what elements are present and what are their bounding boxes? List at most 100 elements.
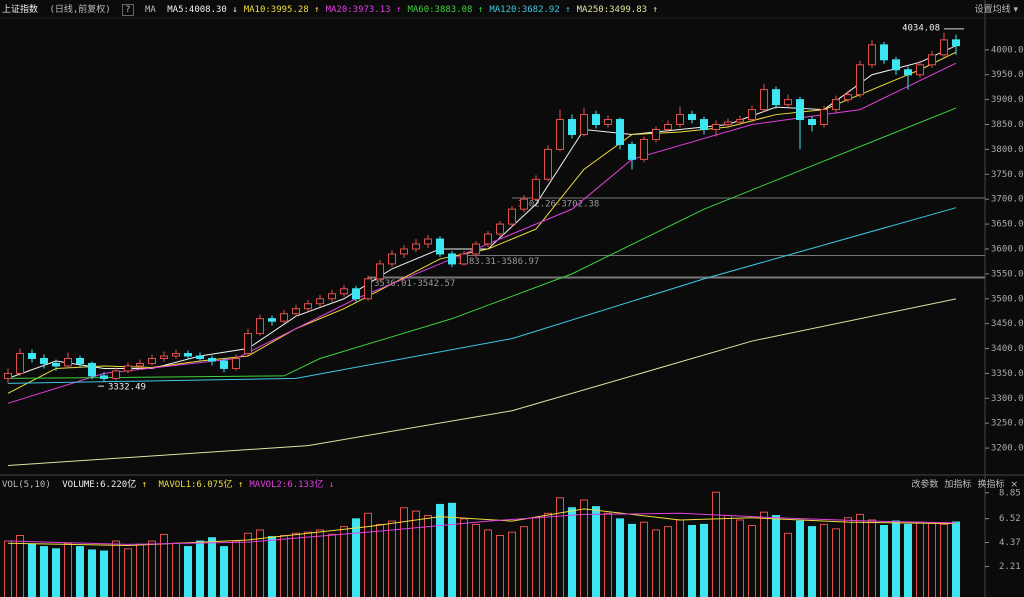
volume-bar: [88, 549, 96, 597]
volume-bar: [268, 536, 276, 597]
candle-body: [700, 119, 708, 130]
candle-body: [172, 353, 180, 357]
ma-legend: MA120:3682.92 ↑: [489, 5, 570, 15]
candle-body: [352, 288, 360, 300]
ma-legend-name: MA250:3499.83: [576, 5, 648, 15]
ma-line: [7, 207, 957, 384]
candle-body: [328, 293, 336, 300]
candle-body: [760, 89, 768, 111]
volume-bar: [820, 523, 828, 597]
candle-body: [916, 64, 924, 76]
volume-bar: [100, 550, 108, 597]
ma-line: [7, 51, 957, 394]
volume-bar: [124, 548, 132, 597]
volume-bar: [640, 521, 648, 597]
volume-bar: [376, 523, 384, 597]
volume-bar: [364, 512, 372, 597]
y-tick-label: 8.85: [999, 488, 1021, 498]
volume-bar: [196, 540, 204, 597]
y-tick-label: 3700.00: [991, 195, 1024, 205]
volume-bar: [652, 529, 660, 597]
volume-bar: [736, 519, 744, 597]
volume-bar: [256, 529, 264, 597]
candle-body: [448, 253, 456, 265]
mavol-legend: MAVOL2:6.133亿 ↓: [249, 480, 334, 490]
candle-body: [268, 318, 276, 322]
tool-button[interactable]: 加指标: [944, 480, 972, 490]
ma-legend-arrow: ↑: [477, 5, 484, 15]
y-tick-label: 3600.00: [991, 244, 1024, 254]
help-button[interactable]: ?: [122, 4, 134, 16]
volume-bar: [112, 540, 120, 597]
y-tick-label: 3850.00: [991, 120, 1024, 130]
volume-bar: [664, 526, 672, 597]
volume-bar: [28, 543, 36, 597]
volume-bar: [208, 537, 216, 597]
annotation-label: 3332.49: [108, 383, 146, 393]
volume-bar: [556, 497, 564, 597]
candle-body: [292, 308, 300, 315]
volume-bar: [748, 525, 756, 597]
y-tick-label: 3200.00: [991, 444, 1024, 454]
volume-arrow: ↑: [141, 480, 148, 490]
ma-legend-name: MA60:3883.08: [407, 5, 473, 15]
candle-body: [544, 148, 552, 180]
volume-bar: [292, 532, 300, 597]
candle-body: [316, 298, 324, 305]
volume-bar: [424, 515, 432, 597]
candle-body: [40, 357, 48, 364]
candle-body: [304, 303, 312, 310]
mavol-name: MAVOL2:6.133亿: [249, 480, 324, 490]
candle-body: [604, 119, 612, 126]
ma-legend-arrow: ↑: [652, 5, 658, 15]
candle-body: [424, 238, 432, 245]
candle-body: [184, 353, 192, 357]
volume-bar: [448, 502, 456, 597]
ma-legend: MA5:4008.30 ↓: [167, 5, 237, 15]
candle-body: [808, 119, 816, 126]
ma-line: [7, 107, 957, 379]
volume-bar: [472, 523, 480, 597]
settings-button[interactable]: 设置均线 ▾: [974, 5, 1018, 15]
volume-bar: [796, 520, 804, 597]
candle-body: [376, 263, 384, 280]
volume-bar: [856, 513, 864, 597]
volume-bar: [160, 533, 168, 597]
volume-bar: [844, 517, 852, 597]
mavol-line: [7, 512, 957, 545]
candle-body: [28, 353, 36, 359]
volume-bar: [952, 521, 960, 597]
candle-body: [280, 313, 288, 322]
y-tick-label: 3550.00: [991, 269, 1024, 279]
volume-bar: [220, 546, 228, 597]
volume-bar: [688, 525, 696, 597]
ma-legend-arrow: ↑: [565, 5, 571, 15]
ma-legend-name: MA5:4008.30: [167, 5, 227, 15]
tool-button[interactable]: 改参数: [911, 480, 939, 490]
mavol-legend: MAVOL1:6.075亿 ↑: [159, 480, 244, 490]
volume-bar: [700, 523, 708, 597]
volume-bar: [412, 510, 420, 597]
volume-bar: [616, 518, 624, 597]
ma-legend: MA10:3995.28 ↑: [244, 5, 320, 15]
tool-button[interactable]: ×: [1010, 480, 1018, 490]
volume-bar: [184, 546, 192, 597]
volume-bar: [388, 520, 396, 597]
y-tick-label: 4000.00: [991, 45, 1024, 55]
candle-body: [580, 114, 588, 135]
candle-body: [868, 44, 876, 66]
candle-body: [652, 128, 660, 140]
volume-bar: [568, 507, 576, 597]
y-tick-label: 3400.00: [991, 344, 1024, 354]
tool-button[interactable]: 换指标: [977, 480, 1005, 490]
candle-body: [160, 355, 168, 359]
volume-bar: [244, 532, 252, 597]
candle-body: [592, 114, 600, 126]
candle-body: [640, 138, 648, 160]
volume-bar: [784, 532, 792, 597]
volume-bar: [484, 529, 492, 597]
y-tick-label: 2.21: [999, 562, 1021, 572]
y-tick-label: 3800.00: [991, 145, 1024, 155]
